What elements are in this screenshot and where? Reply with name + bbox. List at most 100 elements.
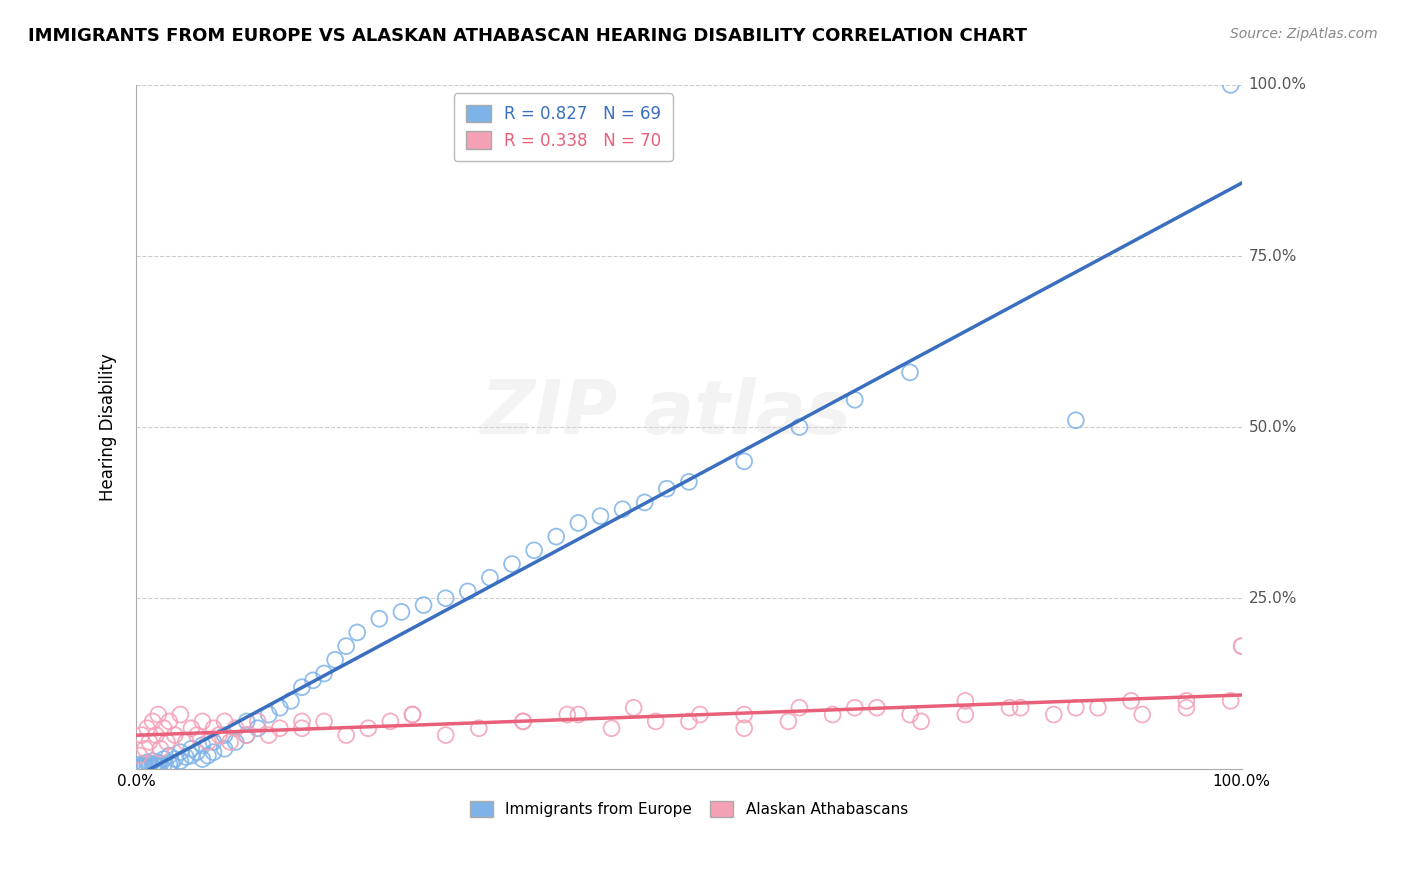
Point [157,748,180,763]
Point [280,694,302,708]
Point [291,680,314,694]
Point [434,591,457,606]
Point [778,714,800,729]
Point [1219,694,1241,708]
Point [955,694,977,708]
Point [1010,700,1032,714]
Point [468,721,491,735]
Point [380,714,402,729]
Point [148,707,170,722]
Point [134,741,156,756]
Point [142,714,165,729]
Point [1219,78,1241,92]
Point [169,745,191,759]
Point [457,584,479,599]
Point [789,420,811,434]
Point [202,735,225,749]
Point [567,516,589,530]
Point [346,625,368,640]
Point [169,707,191,722]
Point [191,714,214,729]
Point [623,700,645,714]
Point [998,700,1021,714]
Text: Source: ZipAtlas.com: Source: ZipAtlas.com [1230,27,1378,41]
Point [269,721,291,735]
Legend: Immigrants from Europe, Alaskan Athabascans: Immigrants from Europe, Alaskan Athabasc… [464,795,914,823]
Point [1175,694,1198,708]
Text: 25.0%: 25.0% [1249,591,1296,606]
Point [145,728,167,742]
Point [191,739,214,753]
Point [148,759,170,773]
Point [644,714,666,729]
Point [132,759,155,773]
Text: IMMIGRANTS FROM EUROPE VS ALASKAN ATHABASCAN HEARING DISABILITY CORRELATION CHAR: IMMIGRANTS FROM EUROPE VS ALASKAN ATHABA… [28,27,1028,45]
Point [612,502,634,516]
Point [898,365,921,379]
Point [821,707,844,722]
Point [128,748,150,763]
Point [401,707,423,722]
Point [235,728,257,742]
Point [866,700,889,714]
Point [157,714,180,729]
Point [898,707,921,722]
Point [678,714,700,729]
Point [214,728,236,742]
Point [512,714,534,729]
Point [733,707,755,722]
Point [600,721,623,735]
Point [844,700,866,714]
Text: 100.0%: 100.0% [1249,78,1306,93]
Point [174,735,197,749]
Point [655,482,678,496]
Point [478,571,501,585]
Point [357,721,380,735]
Point [368,612,391,626]
Point [180,721,202,735]
Point [323,653,346,667]
Point [678,475,700,489]
Point [138,735,160,749]
Text: 75.0%: 75.0% [1249,249,1296,263]
Point [149,756,172,771]
Point [246,714,269,729]
Point [191,752,214,766]
Point [844,392,866,407]
Point [733,721,755,735]
Point [225,735,247,749]
Point [1230,639,1253,653]
Point [733,454,755,468]
Point [235,728,257,742]
Point [512,714,534,729]
Point [910,714,932,729]
Point [152,721,174,735]
Point [1087,700,1109,714]
Point [174,750,197,764]
Point [291,714,314,729]
Point [197,735,219,749]
Point [412,598,434,612]
Text: ZIP atlas: ZIP atlas [481,377,852,450]
Point [689,707,711,722]
Point [136,756,159,770]
Point [186,728,208,742]
Point [1121,694,1143,708]
Point [202,721,225,735]
Point [567,707,589,722]
Point [131,756,153,771]
Point [335,639,357,653]
Point [246,721,269,735]
Point [157,756,180,771]
Point [152,752,174,766]
Point [1042,707,1064,722]
Point [180,748,202,763]
Point [391,605,413,619]
Point [555,707,578,722]
Point [1064,700,1087,714]
Point [138,759,160,773]
Point [269,700,291,714]
Point [312,666,335,681]
Point [235,714,257,729]
Point [546,530,568,544]
